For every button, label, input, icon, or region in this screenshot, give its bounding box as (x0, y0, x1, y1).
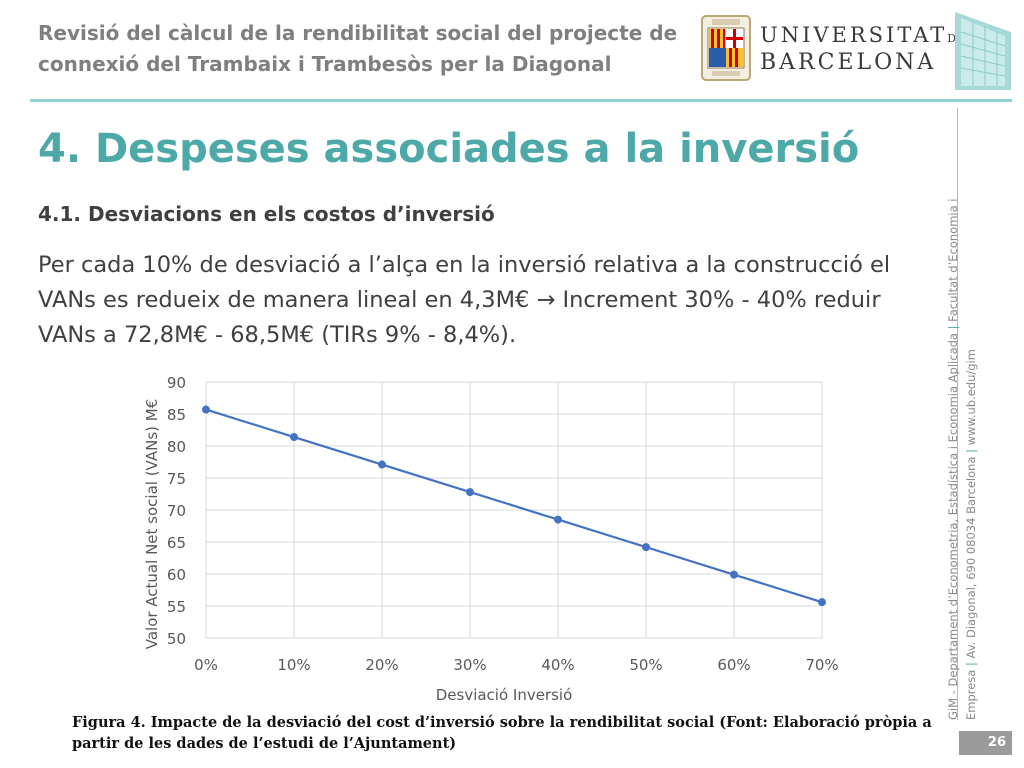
y-tick-label: 70 (167, 502, 186, 520)
logo-line-1: UNIVERSITATDE (760, 23, 965, 47)
data-point (642, 543, 650, 552)
figure-caption: Figura 4. Impacte de la desviació del co… (72, 714, 932, 752)
data-point (554, 515, 562, 524)
website-link[interactable]: www.ub.edu/gim (964, 349, 978, 446)
page-number: 26 (959, 731, 1012, 755)
chart-svg: 50 55 60 65 70 75 80 85 90 0% 10% 20% 30% 40% 50% 60% 70… (143, 374, 839, 704)
x-tick-label: 60% (717, 656, 750, 674)
y-tick-label: 65 (167, 534, 186, 552)
y-tick-label: 50 (167, 630, 186, 648)
x-tick-label: 70% (805, 656, 838, 674)
y-tick-label: 80 (167, 438, 186, 456)
data-point (818, 598, 826, 607)
page-title: 4. Despeses associades a la inversió (38, 126, 860, 172)
x-tick-label: 20% (365, 656, 398, 674)
y-tick-label: 90 (167, 374, 186, 392)
chart: 50 55 60 65 70 75 80 85 90 0% 10% 20% 30% 40% 50% 60% 70… (130, 368, 850, 708)
y-axis-label: Valor Actual Net social (VANs) M€ (143, 399, 161, 650)
section-title: 4.1. Desviacions en els costos d’inversi… (38, 202, 495, 226)
y-tick-label: 60 (167, 566, 186, 584)
data-point (202, 405, 210, 414)
x-tick-label: 40% (541, 656, 574, 674)
data-point (730, 570, 738, 579)
sidebar-divider (957, 108, 958, 720)
x-tick-label: 0% (194, 656, 218, 674)
y-tick-label: 75 (167, 470, 186, 488)
data-point (378, 460, 386, 469)
sidebar-footer: GiM - Departament d’Econometria, Estadís… (944, 108, 1004, 721)
university-logo[interactable]: UNIVERSITATDE BARCELONA (700, 14, 965, 84)
sidebar-line-1: GiM - Departament d’Econometria, Estadís… (946, 198, 960, 721)
sidebar-line-2: Empresa | Av. Diagonal, 690 08034 Barcel… (964, 349, 978, 720)
header-divider (30, 99, 1012, 102)
x-axis-label: Desviació Inversió (436, 686, 573, 704)
y-tick-label: 55 (167, 598, 186, 616)
university-seal-icon (701, 15, 751, 81)
x-tick-label: 50% (629, 656, 662, 674)
header-title: Revisió del càlcul de la rendibilitat so… (38, 21, 678, 76)
x-tick-label: 10% (277, 656, 310, 674)
body-text: Per cada 10% de desviació a l’alça en la… (38, 252, 891, 348)
data-point (466, 488, 474, 497)
building-image (955, 12, 1011, 90)
y-tick-label: 85 (167, 406, 186, 424)
series-line (205, 408, 823, 604)
logo-line-2: BARCELONA (760, 50, 937, 75)
data-point (290, 433, 298, 442)
x-tick-label: 30% (453, 656, 486, 674)
